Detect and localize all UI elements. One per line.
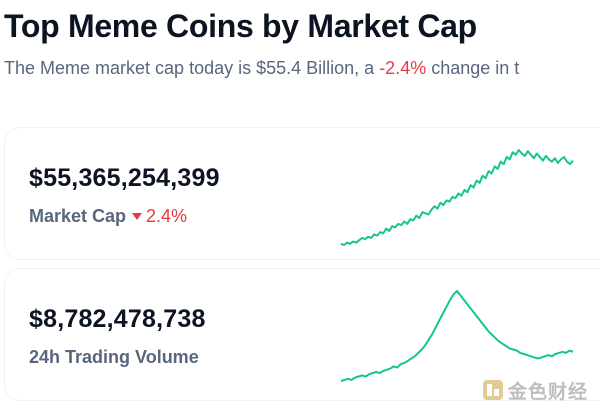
subtitle-change: -2.4% bbox=[379, 58, 427, 78]
watermark-text: 金色财经 bbox=[508, 380, 589, 403]
watermark: 金色财经 bbox=[483, 378, 589, 403]
page-title: Top Meme Coins by Market Cap bbox=[4, 8, 477, 44]
trading-volume-sparkline-line bbox=[340, 290, 574, 382]
jinse-logo-icon bbox=[483, 380, 503, 400]
trading-volume-card[interactable]: $8,782,478,738 24h Trading Volume bbox=[4, 268, 600, 401]
market-cap-label: Market Cap bbox=[29, 206, 127, 226]
market-cap-value: $55,365,254,399 bbox=[29, 164, 220, 192]
caret-down-icon bbox=[132, 212, 143, 220]
market-cap-sparkline-line bbox=[340, 149, 574, 246]
trading-volume-label: 24h Trading Volume bbox=[29, 347, 199, 367]
subtitle-suffix: change in t bbox=[426, 58, 520, 78]
market-cap-sparkline bbox=[340, 149, 574, 246]
market-cap-card[interactable]: $55,365,254,399 Market Cap 2.4% bbox=[4, 127, 600, 260]
subtitle-text: The Meme market cap today is $55.4 Billi… bbox=[4, 58, 380, 78]
market-cap-change: 2.4% bbox=[146, 206, 188, 226]
trading-volume-value: $8,782,478,738 bbox=[29, 305, 206, 333]
trading-volume-sparkline bbox=[340, 290, 574, 382]
page-subtitle: The Meme market cap today is $55.4 Billi… bbox=[4, 56, 519, 80]
market-cap-label-row: Market Cap 2.4% bbox=[29, 205, 187, 227]
